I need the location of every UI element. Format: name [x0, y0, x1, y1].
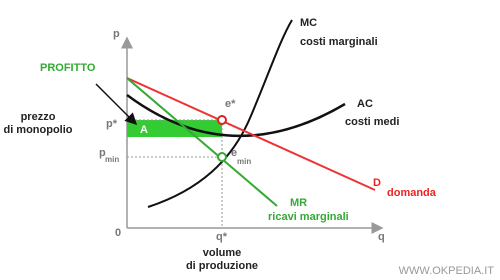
demand-curve — [126, 77, 376, 191]
mr-name: MR — [290, 197, 307, 209]
origin-label: 0 — [115, 227, 121, 239]
volume-label: di produzione — [186, 260, 258, 272]
point-e-star — [217, 115, 227, 125]
area-label: A — [140, 124, 148, 136]
profit-arrow — [95, 83, 138, 126]
p-min-sub: min — [105, 155, 119, 164]
p-min-label: p — [99, 147, 106, 159]
mc-name: MC — [300, 17, 317, 29]
price-label: prezzo — [21, 111, 56, 123]
profit-area — [127, 120, 222, 137]
profit-label: PROFITTO — [40, 62, 96, 74]
watermark: WWW.OKPEDIA.IT — [399, 265, 495, 277]
q-star-label: q* — [216, 231, 228, 243]
d-name: D — [373, 177, 381, 189]
mc-curve — [147, 19, 293, 208]
price-label: di monopolio — [3, 124, 72, 136]
ac-name: AC — [357, 98, 373, 110]
x-axis-label: q — [378, 231, 385, 243]
e-min-sub: min — [237, 157, 251, 166]
ac-label: costi medi — [345, 116, 399, 128]
e-star-label: e* — [225, 98, 236, 110]
p-star-label: p* — [106, 118, 118, 130]
d-label: domanda — [387, 187, 437, 199]
mr-label: ricavi marginali — [268, 211, 349, 223]
volume-label: volume — [203, 247, 242, 259]
ac-curve — [126, 93, 346, 137]
mr-curve — [126, 77, 278, 207]
mc-label: costi marginali — [300, 36, 378, 48]
point-e-min — [217, 152, 227, 162]
y-axis-label: p — [113, 28, 120, 40]
e-min-label: e — [231, 147, 237, 159]
